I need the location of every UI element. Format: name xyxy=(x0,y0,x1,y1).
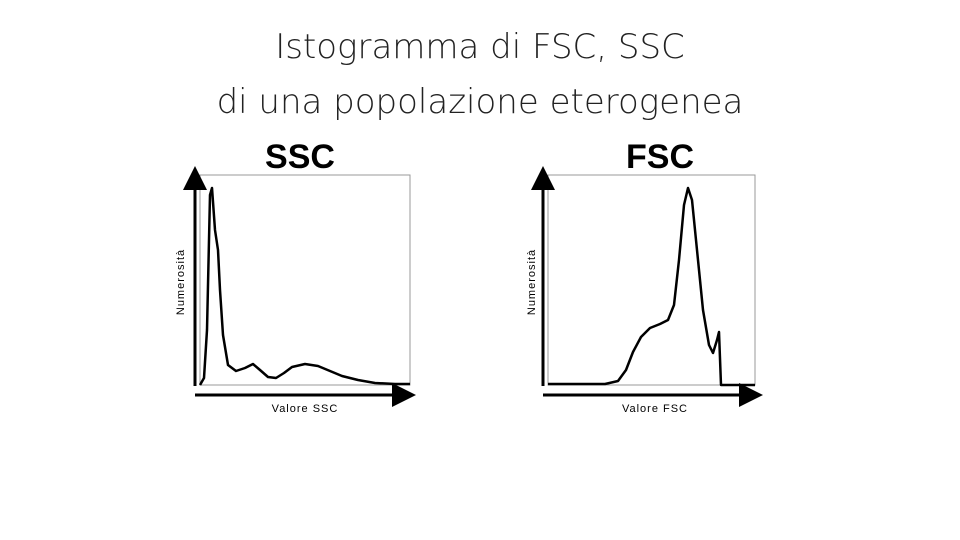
title: di una popolazione eterogenea xyxy=(217,82,744,122)
plot-frame xyxy=(199,174,411,386)
histogram-curve xyxy=(548,186,755,387)
panel-heading: SSC xyxy=(265,138,335,176)
title: Istogramma di FSC, SSC xyxy=(275,27,685,67)
histogram-curve xyxy=(198,186,410,386)
y-label: Numerosità xyxy=(526,249,538,315)
x-label: Valore FSC xyxy=(622,403,688,415)
y-label: Numerosità xyxy=(175,249,187,315)
plot-frame xyxy=(547,174,756,386)
x-label: Valore SSC xyxy=(272,403,339,415)
panel-heading: FSC xyxy=(626,138,694,176)
